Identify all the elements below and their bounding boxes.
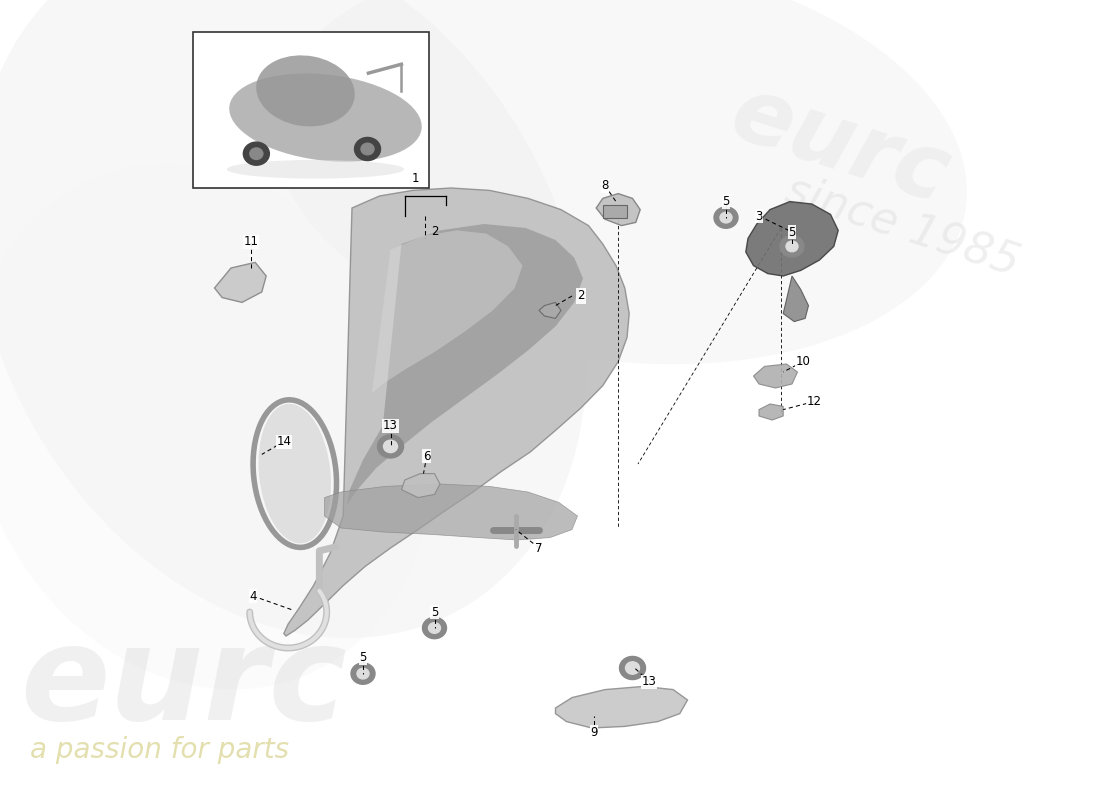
- Circle shape: [626, 662, 639, 674]
- Text: 6: 6: [424, 450, 430, 462]
- Text: 13: 13: [641, 675, 657, 688]
- Ellipse shape: [229, 74, 421, 162]
- Text: 1: 1: [411, 172, 419, 186]
- Text: 12: 12: [806, 395, 822, 408]
- Polygon shape: [759, 404, 783, 420]
- Polygon shape: [402, 474, 440, 498]
- Polygon shape: [556, 686, 688, 728]
- Circle shape: [358, 668, 368, 679]
- Polygon shape: [372, 230, 522, 394]
- Circle shape: [720, 212, 732, 223]
- Polygon shape: [783, 276, 808, 322]
- Text: eurc: eurc: [20, 620, 346, 746]
- Text: 10: 10: [795, 355, 811, 368]
- Ellipse shape: [258, 404, 331, 543]
- Text: 5: 5: [360, 651, 366, 664]
- Text: 4: 4: [250, 590, 256, 602]
- Ellipse shape: [256, 55, 354, 126]
- Polygon shape: [539, 302, 561, 318]
- Circle shape: [250, 148, 263, 159]
- Circle shape: [714, 207, 738, 228]
- Text: 7: 7: [536, 542, 542, 554]
- Text: 13: 13: [383, 419, 398, 432]
- Polygon shape: [324, 484, 578, 540]
- Text: 2: 2: [578, 290, 584, 302]
- Ellipse shape: [0, 0, 586, 638]
- Circle shape: [786, 241, 798, 252]
- Text: since 1985: since 1985: [780, 168, 1024, 285]
- Circle shape: [354, 138, 381, 161]
- Text: 5: 5: [789, 226, 795, 238]
- Text: 2: 2: [431, 225, 439, 238]
- Ellipse shape: [273, 0, 967, 364]
- Polygon shape: [754, 364, 798, 388]
- Text: 14: 14: [276, 435, 292, 448]
- Ellipse shape: [227, 160, 404, 178]
- Text: 5: 5: [723, 195, 729, 208]
- Polygon shape: [214, 262, 266, 302]
- Polygon shape: [346, 224, 583, 506]
- Circle shape: [384, 440, 397, 453]
- Bar: [192, 32, 429, 188]
- Text: 8: 8: [602, 179, 608, 192]
- Text: 3: 3: [756, 210, 762, 222]
- Circle shape: [377, 435, 404, 458]
- Text: 9: 9: [591, 726, 597, 738]
- Polygon shape: [284, 188, 629, 636]
- Circle shape: [361, 143, 374, 154]
- Text: 11: 11: [243, 235, 258, 248]
- Polygon shape: [746, 202, 838, 276]
- Circle shape: [619, 657, 646, 679]
- Text: 5: 5: [431, 606, 438, 618]
- Circle shape: [351, 663, 375, 684]
- Bar: [603, 205, 627, 218]
- Text: a passion for parts: a passion for parts: [30, 737, 289, 765]
- Circle shape: [243, 142, 270, 166]
- Circle shape: [429, 622, 440, 634]
- Circle shape: [780, 236, 804, 257]
- Text: eurc: eurc: [720, 70, 960, 222]
- Ellipse shape: [0, 164, 431, 690]
- Circle shape: [422, 618, 447, 638]
- Polygon shape: [596, 194, 640, 226]
